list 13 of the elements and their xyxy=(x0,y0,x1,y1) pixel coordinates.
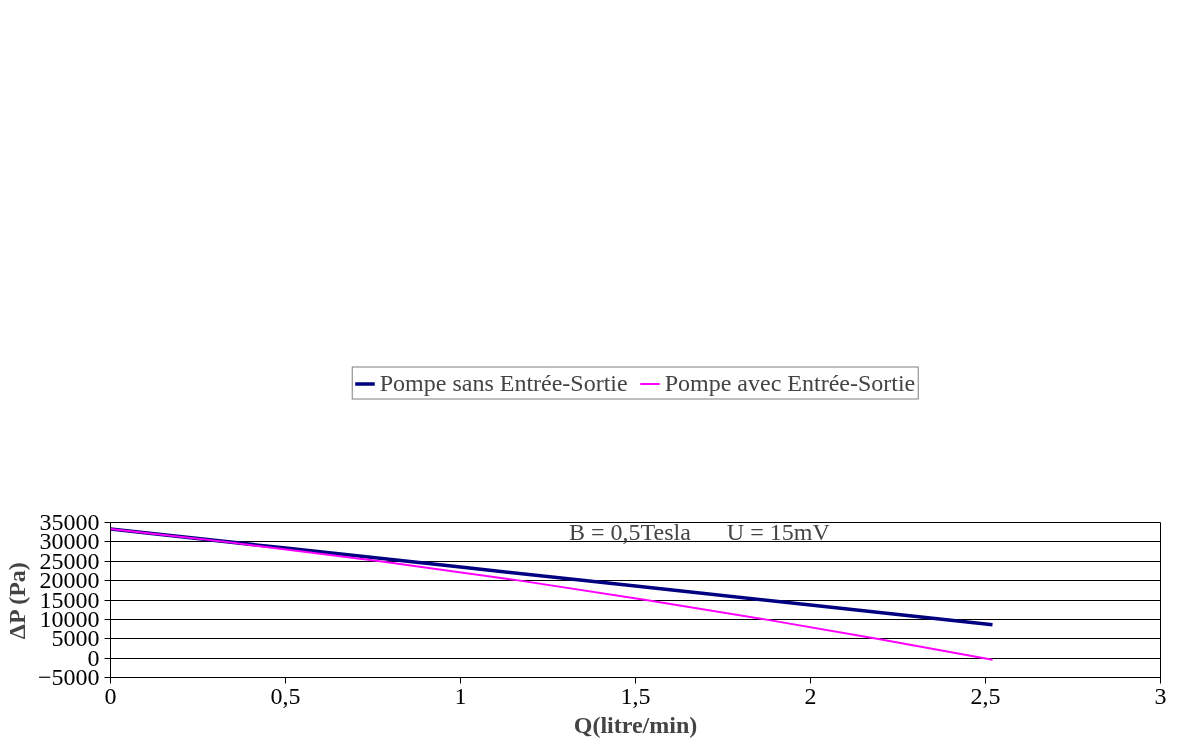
x-tick-label: 2 xyxy=(804,682,817,709)
annotation: B = 0,5Tesla U = 15mV xyxy=(569,518,831,545)
x-tick-label: 0,5 xyxy=(270,682,301,709)
y-axis-title: ΔP (Pa) xyxy=(3,562,30,640)
x-tick-label: 1 xyxy=(454,682,467,709)
x-tick-label: 1,5 xyxy=(620,682,651,709)
legend-label: Pompe sans Entrée-Sortie xyxy=(379,369,628,397)
y-tick-label: 35000 xyxy=(39,509,100,535)
x-axis-title: Q(litre/min) xyxy=(573,711,698,738)
x-tick-label: 2,5 xyxy=(970,682,1001,709)
x-tick-label: 0 xyxy=(104,682,117,709)
x-tick-label: 3 xyxy=(1154,682,1167,709)
legend-label: Pompe avec Entrée-Sortie xyxy=(664,369,916,397)
